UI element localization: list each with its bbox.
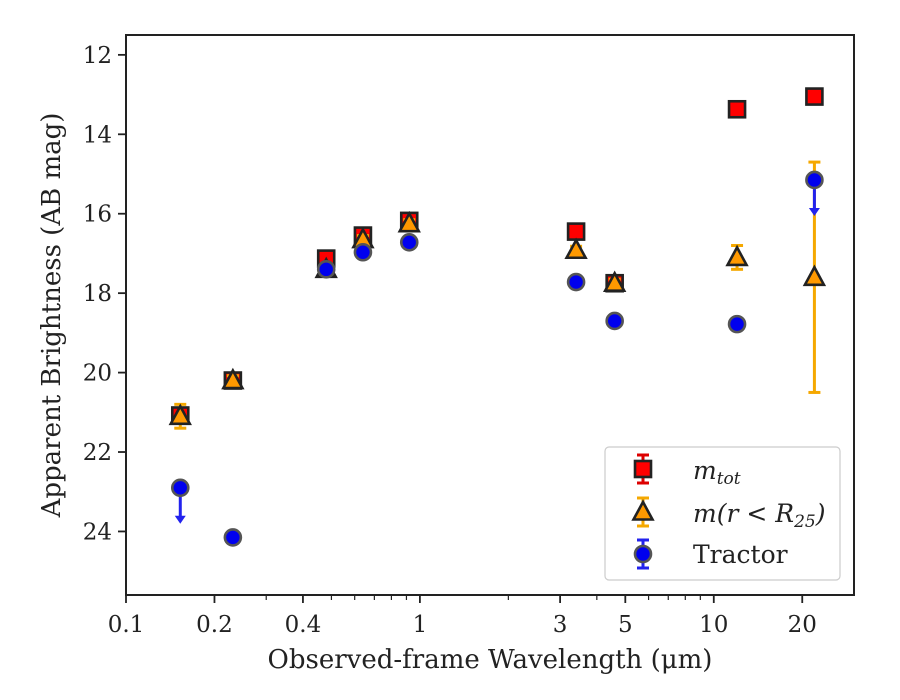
data-point-mr25	[221, 367, 245, 390]
legend: mtot m(r < R25) Tractor	[604, 446, 841, 581]
data-point-mr25	[602, 270, 627, 293]
data-point-mr25	[725, 244, 749, 267]
x-axis-label: Observed-frame Wavelength (μm)	[268, 645, 713, 675]
legend-label-mtot: mtot	[693, 456, 741, 489]
series-mr25	[168, 160, 827, 430]
x-tick-label: 0.4	[285, 612, 322, 638]
upper-limit-arrowhead	[808, 207, 820, 216]
x-tick-label: 1	[413, 612, 428, 638]
data-point-tractor	[566, 272, 586, 292]
y-tick-label: 14	[83, 122, 112, 148]
data-point-mtot	[805, 87, 824, 106]
legend-marker-tractor	[633, 544, 653, 564]
x-tick-label: 3	[553, 612, 568, 638]
data-point-tractor	[727, 314, 747, 334]
x-tick-label: 10	[699, 612, 728, 638]
plot-area	[125, 34, 855, 596]
y-tick-label: 24	[83, 519, 112, 545]
series-mtot	[170, 87, 824, 425]
legend-label-tractor: Tractor	[693, 540, 788, 569]
y-tick-label: 22	[83, 440, 112, 466]
data-point-mr25	[397, 210, 421, 233]
y-tick-label: 20	[83, 361, 112, 387]
data-points-layer	[168, 87, 827, 547]
data-point-tractor	[399, 233, 419, 252]
y-tick-label: 12	[83, 43, 112, 69]
data-point-tractor	[805, 170, 824, 190]
data-point-mr25	[564, 237, 588, 260]
legend-marker-mtot	[633, 459, 653, 479]
data-point-mr25	[168, 403, 192, 426]
data-point-mtot	[727, 99, 747, 119]
y-axis-label: Apparent Brightness (AB mag)	[37, 113, 67, 519]
upper-limit-arrowhead	[174, 515, 186, 524]
x-tick-label: 5	[618, 612, 633, 638]
x-tick-label: 20	[788, 612, 817, 638]
data-point-tractor	[353, 242, 373, 262]
x-tick-label: 0.1	[108, 612, 145, 638]
x-tick-label: 0.2	[196, 612, 233, 638]
legend-label-mr25: m(r < R25)	[693, 499, 825, 532]
plot-frame-border	[125, 34, 855, 596]
x-axis: 0.1 0.2 0.4 1 3 5 10 20	[108, 595, 817, 638]
legend-box	[604, 446, 841, 581]
y-tick-label: 16	[83, 202, 112, 228]
data-point-tractor	[605, 311, 624, 331]
data-point-mtot	[566, 222, 586, 241]
y-tick-label: 18	[83, 281, 112, 307]
y-axis: 12 14 16 18 20 22 24	[83, 43, 126, 545]
series-tractor	[170, 170, 824, 547]
data-point-tractor	[223, 528, 243, 547]
data-point-tractor	[316, 260, 336, 279]
legend-marker-mr25	[631, 499, 655, 521]
data-point-mr25	[802, 264, 827, 287]
data-point-tractor	[170, 478, 190, 498]
